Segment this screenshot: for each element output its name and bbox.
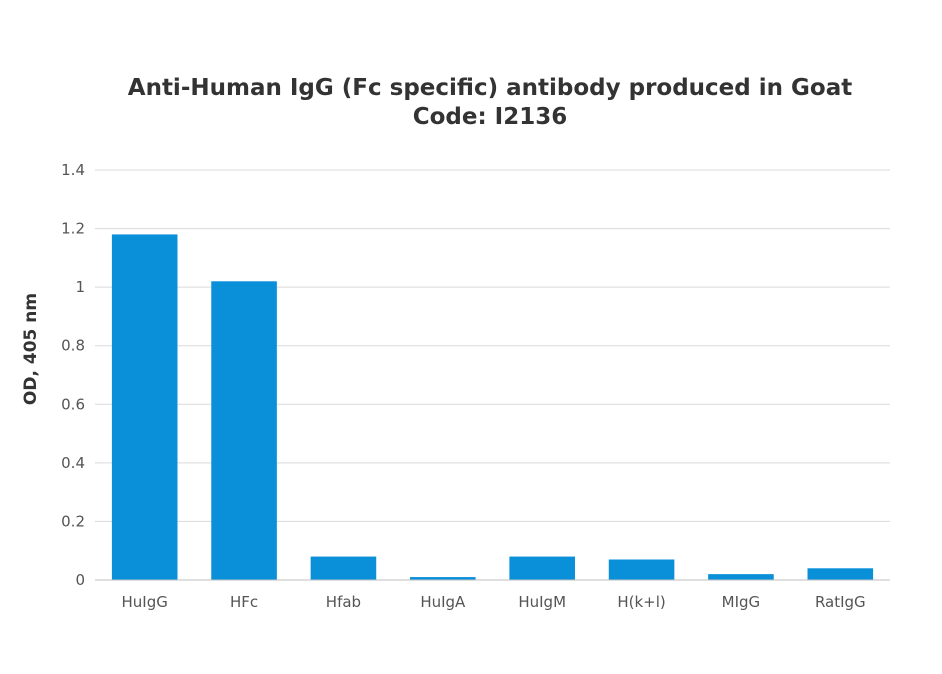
- bar-ratigg: [807, 568, 874, 580]
- bar-migg: [708, 574, 774, 580]
- y-axis-ticks: 0 0.2 0.4 0.6 0.8 1 1.2 1.4: [61, 161, 85, 589]
- x-tick-label: Hfab: [326, 593, 361, 611]
- x-tick-label: RatIgG: [815, 593, 866, 611]
- x-tick-label: HuIgM: [518, 593, 566, 611]
- bar-hfab: [310, 556, 377, 580]
- y-tick-label: 1.4: [61, 161, 85, 179]
- bars: [111, 234, 874, 580]
- bar-huiga: [410, 577, 476, 580]
- x-tick-label: HuIgA: [420, 593, 466, 611]
- x-axis-ticks: HuIgG HFc Hfab HuIgA HuIgM H(k+l) MIgG RatIgG: [122, 593, 866, 611]
- chart-subtitle: Code: I2136: [413, 104, 568, 130]
- x-tick-label: HuIgG: [122, 593, 168, 611]
- y-tick-label: 0.8: [61, 337, 85, 355]
- y-tick-label: 0.2: [61, 512, 85, 530]
- y-axis-label: OD, 405 nm: [21, 293, 41, 405]
- x-tick-label: HFc: [230, 593, 258, 611]
- y-tick-label: 0.6: [61, 395, 85, 413]
- chart-title: Anti-Human IgG (Fc specific) antibody pr…: [128, 75, 852, 101]
- bar-h-k-l-: [608, 559, 675, 580]
- bar-hfc: [211, 281, 277, 580]
- y-tick-label: 1: [75, 278, 85, 296]
- y-tick-label: 1.2: [61, 220, 85, 238]
- bar-huigg: [111, 234, 178, 580]
- x-tick-label: MIgG: [722, 593, 761, 611]
- x-tick-label: H(k+l): [617, 593, 665, 611]
- bar-huigm: [509, 556, 575, 580]
- y-tick-label: 0.4: [61, 454, 85, 472]
- y-tick-label: 0: [75, 571, 85, 589]
